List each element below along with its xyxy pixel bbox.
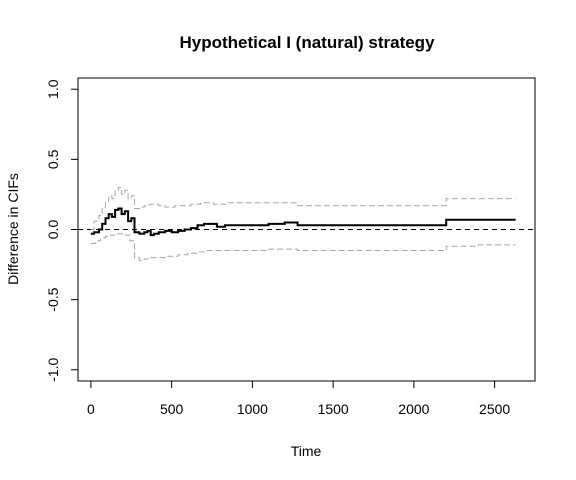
x-tick-label: 0 [87,401,95,417]
y-tick-label: -0.5 [45,287,61,311]
x-tick-label: 1000 [237,401,268,417]
upper-bound-line [90,186,516,230]
x-axis-label: Time [291,443,322,459]
x-tick-label: 2000 [398,401,429,417]
x-tick-label: 500 [160,401,184,417]
y-tick-label: -1.0 [45,358,61,382]
y-tick-label: 0.0 [45,220,61,240]
x-axis: 0 500 1000 1500 2000 2500 [87,380,510,417]
y-axis: -1.0 -0.5 0.0 0.5 1.0 [45,79,79,382]
lower-bound-line [90,233,516,261]
y-tick-label: 0.5 [45,149,61,169]
x-tick-label: 2500 [479,401,510,417]
plot-area [78,186,535,261]
chart-title: Hypothetical I (natural) strategy [179,33,435,52]
y-axis-label: Difference in CIFs [5,173,21,285]
estimate-line [90,207,516,237]
y-tick-label: 1.0 [45,79,61,99]
x-tick-label: 1500 [318,401,349,417]
